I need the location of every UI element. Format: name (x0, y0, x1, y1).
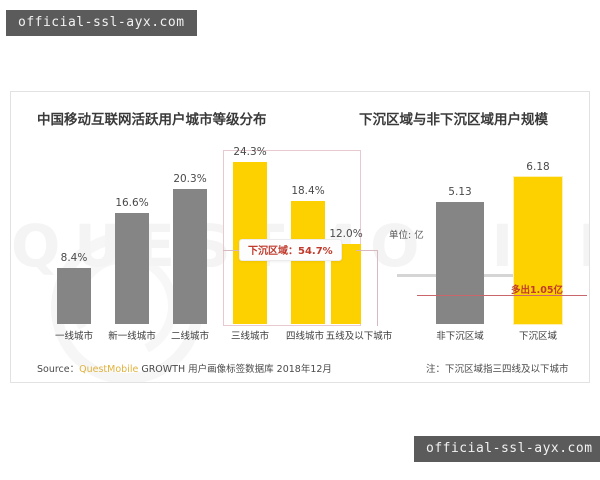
reference-line-513 (417, 295, 587, 296)
bar-new-tier1 (115, 213, 149, 324)
value-label-non-sinking: 5.13 (448, 186, 472, 198)
right-chart-note: 注：下沉区域指三四线及以下城市 (426, 364, 569, 375)
xlabel-new-tier1: 新一线城市 (108, 331, 156, 342)
sinking-market-highlight-box (223, 150, 361, 326)
value-label-tier1: 8.4% (60, 252, 88, 264)
right-chart-title: 下沉区域与非下沉区域用户规模 (359, 112, 548, 128)
chart-card: QUESTMOBILE 中国移动互联网活跃用户城市等级分布 下沉区域与非下沉区域… (10, 91, 590, 383)
xlabel-tier1: 一线城市 (54, 331, 93, 342)
xlabel-non-sinking: 非下沉区域 (436, 331, 484, 342)
callout-value: 54.7% (298, 246, 333, 257)
xlabel-sinking: 下沉区域 (518, 331, 557, 342)
xlabel-tier5plus: 五线及以下城市 (325, 331, 393, 342)
callout-leader-left (223, 250, 243, 251)
bar-non-sinking (436, 202, 484, 324)
watermark-bottom: official-ssl-ayx.com (414, 436, 600, 462)
bar-tier2 (173, 189, 207, 324)
value-label-tier2: 20.3% (173, 173, 207, 185)
value-label-tier3: 24.3% (233, 146, 267, 158)
bar-sinking (514, 177, 562, 324)
watermark-top: official-ssl-ayx.com (6, 10, 197, 36)
xlabel-tier3: 三线城市 (230, 331, 269, 342)
value-label-sinking: 6.18 (526, 161, 550, 173)
callout-riser (377, 250, 378, 326)
delta-label: 多出1.05亿 (511, 285, 563, 296)
sinking-market-callout: 下沉区域：54.7% (239, 239, 342, 261)
source-brand: QuestMobile (79, 364, 139, 375)
callout-label: 下沉区域： (248, 246, 298, 257)
bar-tier1 (57, 268, 91, 324)
source-prefix: Source： (37, 364, 80, 375)
value-label-new-tier1: 16.6% (115, 197, 149, 209)
xlabel-tier2: 二线城市 (170, 331, 209, 342)
bar-tier4 (291, 201, 325, 324)
value-label-tier4: 18.4% (291, 185, 325, 197)
callout-leader-right (356, 250, 378, 251)
source-suffix: GROWTH 用户画像标签数据库 2018年12月 (138, 364, 332, 375)
value-label-tier5plus: 12.0% (329, 228, 363, 240)
xlabel-tier4: 四线城市 (285, 331, 324, 342)
left-chart-title: 中国移动互联网活跃用户城市等级分布 (37, 112, 267, 128)
source-note: Source：QuestMobile GROWTH 用户画像标签数据库 2018… (37, 361, 332, 375)
unit-label: 单位: 亿 (389, 230, 424, 241)
